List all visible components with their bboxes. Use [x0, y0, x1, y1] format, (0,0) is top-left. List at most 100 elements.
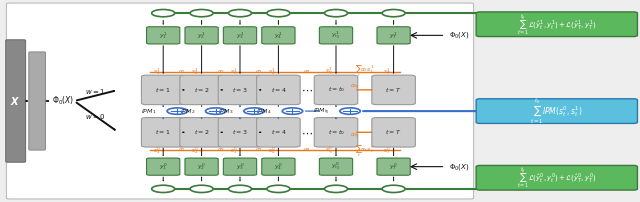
Text: $IPM_2$: $IPM_2$: [180, 107, 195, 116]
FancyBboxPatch shape: [319, 158, 353, 175]
Text: $y_3^0$: $y_3^0$: [236, 161, 244, 172]
Text: $t=3$: $t=3$: [232, 86, 248, 94]
Text: $y_4^1$: $y_4^1$: [274, 30, 283, 41]
Text: $s_1^1$: $s_1^1$: [153, 66, 161, 77]
FancyBboxPatch shape: [223, 27, 257, 44]
Circle shape: [324, 185, 348, 193]
FancyBboxPatch shape: [141, 118, 185, 147]
FancyBboxPatch shape: [6, 40, 26, 162]
Text: $s_4^1$: $s_4^1$: [268, 66, 276, 77]
FancyBboxPatch shape: [262, 27, 295, 44]
Circle shape: [152, 9, 175, 17]
FancyBboxPatch shape: [372, 75, 415, 105]
Text: $y_T^1$: $y_T^1$: [389, 30, 398, 41]
Text: $\alpha_{t_0}$: $\alpha_{t_0}$: [351, 131, 360, 140]
Circle shape: [205, 108, 226, 114]
Text: $\alpha_4$: $\alpha_4$: [303, 146, 311, 155]
FancyBboxPatch shape: [314, 75, 358, 105]
Circle shape: [190, 9, 213, 17]
Text: $y_{t_0}^1$: $y_{t_0}^1$: [332, 30, 340, 41]
FancyBboxPatch shape: [180, 75, 223, 105]
FancyBboxPatch shape: [185, 158, 218, 175]
Circle shape: [382, 9, 405, 17]
Text: $\sum_{t=1}^{t_0}IPM(s_t^0,s_t^1)$: $\sum_{t=1}^{t_0}IPM(s_t^0,s_t^1)$: [531, 96, 583, 126]
Text: $\alpha_3$: $\alpha_3$: [255, 146, 263, 155]
Text: $t=2$: $t=2$: [194, 86, 209, 94]
Text: $s_{t_0}^1$: $s_{t_0}^1$: [326, 66, 333, 77]
Circle shape: [267, 185, 290, 193]
Circle shape: [282, 108, 303, 114]
Circle shape: [190, 185, 213, 193]
Text: $y_2^0$: $y_2^0$: [197, 161, 206, 172]
Text: $y_1^1$: $y_1^1$: [159, 30, 168, 41]
FancyBboxPatch shape: [319, 27, 353, 44]
Text: $s_T^1$: $s_T^1$: [383, 66, 391, 77]
Text: $t=4$: $t=4$: [271, 86, 286, 94]
Text: $y_{t_0}^0$: $y_{t_0}^0$: [332, 161, 340, 172]
Text: $IPM_3$: $IPM_3$: [218, 107, 234, 116]
Text: $s_1^0$: $s_1^0$: [153, 145, 161, 156]
Text: $IPM_4$: $IPM_4$: [257, 107, 272, 116]
Text: $\alpha_3$: $\alpha_3$: [255, 68, 263, 76]
FancyBboxPatch shape: [223, 158, 257, 175]
FancyBboxPatch shape: [257, 118, 300, 147]
Text: $\alpha_{t_0}$: $\alpha_{t_0}$: [351, 83, 360, 91]
Text: $IPM_1$: $IPM_1$: [141, 107, 157, 116]
Text: $y_4^0$: $y_4^0$: [274, 161, 283, 172]
FancyBboxPatch shape: [180, 118, 223, 147]
Text: $\Phi_0(X)$: $\Phi_0(X)$: [52, 95, 74, 107]
Text: $\cdots$: $\cdots$: [301, 127, 313, 137]
Text: $\sum_{t=1}^{t_0}\mathcal{L}(\hat{y}_t^1,y_t^1)+\mathcal{L}(\hat{y}_T^1,y_T^1)$: $\sum_{t=1}^{t_0}\mathcal{L}(\hat{y}_t^1…: [517, 12, 596, 37]
FancyBboxPatch shape: [476, 165, 637, 190]
Text: $y_3^1$: $y_3^1$: [236, 30, 244, 41]
Circle shape: [167, 108, 188, 114]
Circle shape: [267, 9, 290, 17]
Text: $\sum_{t=1}^{t_0}\mathcal{L}(\hat{y}_t^0,y_t^0)+\mathcal{L}(\hat{y}_T^0,y_T^0)$: $\sum_{t=1}^{t_0}\mathcal{L}(\hat{y}_t^0…: [517, 165, 596, 190]
Text: $w=1$: $w=1$: [84, 87, 105, 96]
Text: $s_{t_0}^0$: $s_{t_0}^0$: [326, 145, 333, 156]
Text: $\boldsymbol{X}$: $\boldsymbol{X}$: [10, 95, 21, 107]
Circle shape: [228, 185, 252, 193]
Text: $t=t_0$: $t=t_0$: [328, 85, 344, 94]
Text: $y_1^0$: $y_1^0$: [159, 161, 168, 172]
Text: $t=1$: $t=1$: [156, 128, 171, 136]
Text: $t=1$: $t=1$: [156, 86, 171, 94]
Text: $t=t_0$: $t=t_0$: [328, 128, 344, 137]
FancyBboxPatch shape: [29, 52, 45, 150]
FancyBboxPatch shape: [476, 12, 637, 37]
Text: $\Phi_0(X)$: $\Phi_0(X)$: [449, 30, 469, 40]
Text: $t=3$: $t=3$: [232, 128, 248, 136]
Text: $\alpha_1$: $\alpha_1$: [179, 146, 186, 155]
Text: $\alpha_1$: $\alpha_1$: [179, 68, 186, 76]
Circle shape: [244, 108, 264, 114]
Text: $s_3^1$: $s_3^1$: [230, 66, 237, 77]
FancyBboxPatch shape: [257, 75, 300, 105]
Circle shape: [324, 9, 348, 17]
Text: $y_2^1$: $y_2^1$: [197, 30, 206, 41]
FancyBboxPatch shape: [314, 118, 358, 147]
Text: $\alpha_2$: $\alpha_2$: [217, 146, 225, 155]
FancyBboxPatch shape: [218, 75, 262, 105]
FancyBboxPatch shape: [185, 27, 218, 44]
Text: $s_2^1$: $s_2^1$: [191, 66, 199, 77]
FancyBboxPatch shape: [372, 118, 415, 147]
Text: $t=4$: $t=4$: [271, 128, 286, 136]
FancyBboxPatch shape: [147, 158, 180, 175]
Text: $\alpha_4$: $\alpha_4$: [303, 68, 311, 76]
FancyBboxPatch shape: [147, 27, 180, 44]
Text: $\sum_t \alpha_t s_t^0$: $\sum_t \alpha_t s_t^0$: [355, 143, 374, 160]
FancyBboxPatch shape: [377, 158, 410, 175]
Text: $s_T^0$: $s_T^0$: [383, 145, 391, 156]
Text: $\alpha_2$: $\alpha_2$: [217, 68, 225, 76]
Text: $t=T$: $t=T$: [385, 86, 402, 94]
Text: $w=0$: $w=0$: [84, 112, 105, 121]
Text: $t=2$: $t=2$: [194, 128, 209, 136]
FancyBboxPatch shape: [262, 158, 295, 175]
FancyBboxPatch shape: [6, 3, 474, 199]
FancyBboxPatch shape: [377, 27, 410, 44]
Text: $y_T^0$: $y_T^0$: [389, 161, 398, 172]
Text: $s_4^0$: $s_4^0$: [268, 145, 276, 156]
Text: $s_2^0$: $s_2^0$: [191, 145, 199, 156]
Circle shape: [152, 185, 175, 193]
FancyBboxPatch shape: [141, 75, 185, 105]
